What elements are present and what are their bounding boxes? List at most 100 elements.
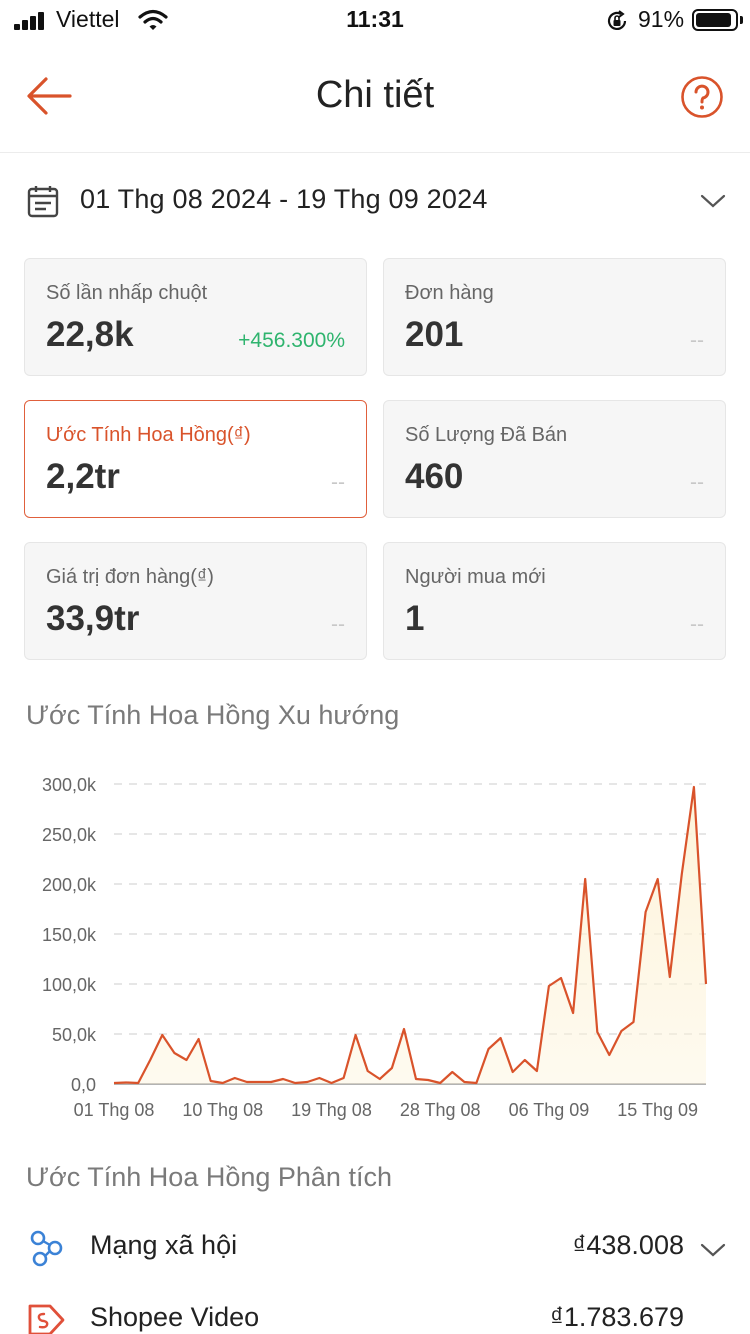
x-tick-label: 19 Thg 08	[291, 1100, 372, 1120]
battery-level	[696, 13, 731, 27]
metric-change: --	[331, 471, 345, 494]
date-range-label: 01 Thg 08 2024 - 19 Thg 09 2024	[80, 184, 488, 214]
data-point	[584, 878, 586, 880]
metric-value: 1	[405, 599, 425, 638]
data-point	[475, 1082, 477, 1084]
metric-card-orders[interactable]: Đơn hàng 201 --	[383, 258, 726, 376]
data-point	[294, 1082, 296, 1084]
analysis-row-social-network[interactable]: Mạng xã hội ₫438.008	[0, 1212, 750, 1282]
metric-label: Đơn hàng	[405, 282, 494, 304]
battery-nub	[740, 16, 743, 24]
data-point	[657, 878, 659, 880]
metric-value: 33,9tr	[46, 599, 140, 638]
metric-value: 22,8k	[46, 315, 134, 354]
data-point	[318, 1077, 320, 1079]
data-point	[354, 1034, 356, 1036]
data-point	[596, 1031, 598, 1033]
analysis-row-shopee-video[interactable]: Shopee Video ₫1.783.679	[0, 1284, 750, 1334]
data-point	[415, 1078, 417, 1080]
trend-line-chart[interactable]: 0,0 50,0k 100,0k 150,0k 200,0k 250,0k 300,0k 01…	[0, 760, 750, 1130]
metric-value: 2,2tr	[46, 457, 120, 496]
header: Chi tiết	[0, 40, 750, 153]
metric-card-new-buyers[interactable]: Người mua mới 1 --	[383, 542, 726, 660]
data-point	[608, 1054, 610, 1056]
y-tick-label: 150,0k	[42, 925, 97, 945]
data-point	[620, 1030, 622, 1032]
x-tick-label: 10 Thg 08	[182, 1100, 263, 1120]
data-point	[173, 1052, 175, 1054]
analysis-row-label: Mạng xã hội	[90, 1230, 238, 1260]
status-bar: Viettel 11:31 91%	[0, 0, 750, 40]
y-tick-label: 300,0k	[42, 775, 97, 795]
data-point	[572, 1012, 574, 1014]
metric-label: Ước Tính Hoa Hồng(₫)	[46, 424, 251, 446]
wifi-icon	[138, 9, 168, 30]
data-point	[282, 1078, 284, 1080]
data-point	[379, 1078, 381, 1080]
metric-change: +456.300%	[238, 329, 345, 352]
cellular-signal-icon	[14, 12, 48, 30]
x-tick-label: 06 Thg 09	[509, 1100, 590, 1120]
data-point	[403, 1028, 405, 1030]
metric-card-order-value[interactable]: Giá trị đơn hàng(₫) 33,9tr --	[24, 542, 367, 660]
data-point	[342, 1077, 344, 1079]
data-point	[632, 1021, 634, 1023]
data-point	[524, 1059, 526, 1061]
series-line	[113, 785, 708, 1085]
y-tick-label: 0,0	[71, 1075, 96, 1095]
metric-change: --	[690, 471, 704, 494]
metric-change: --	[690, 329, 704, 352]
help-icon[interactable]	[680, 75, 724, 119]
data-point	[560, 977, 562, 979]
back-arrow-icon[interactable]	[26, 76, 72, 116]
data-point	[306, 1081, 308, 1083]
social-network-icon	[30, 1230, 63, 1267]
carrier-name: Viettel	[56, 6, 120, 32]
metric-value: 460	[405, 457, 464, 496]
analysis-row-label: Shopee Video	[90, 1302, 260, 1332]
metric-card-estimated-commission[interactable]: Ước Tính Hoa Hồng(₫) 2,2tr --	[24, 400, 367, 518]
data-point	[451, 1071, 453, 1073]
data-point	[197, 1038, 199, 1040]
metric-label: Số Lượng Đã Bán	[405, 424, 568, 446]
trend-section-title: Ước Tính Hoa Hồng Xu hướng	[26, 700, 400, 730]
data-point	[234, 1077, 236, 1079]
data-point	[536, 1070, 538, 1072]
calendar-icon	[27, 186, 59, 218]
date-filter[interactable]: 01 Thg 08 2024 - 19 Thg 09 2024	[0, 160, 750, 242]
data-point	[161, 1034, 163, 1036]
data-point	[210, 1080, 212, 1082]
y-tick-label: 200,0k	[42, 875, 97, 895]
analysis-row-value: ₫438.008	[572, 1230, 684, 1260]
chevron-down-icon[interactable]	[700, 1242, 726, 1258]
data-point	[258, 1081, 260, 1083]
metric-change: --	[690, 613, 704, 636]
data-point	[137, 1082, 139, 1084]
data-point	[669, 976, 671, 978]
data-point	[499, 1037, 501, 1039]
metric-label: Số lần nhấp chuột	[46, 282, 208, 304]
data-point	[185, 1059, 187, 1061]
metric-label: Người mua mới	[405, 566, 546, 588]
y-tick-label: 250,0k	[42, 825, 97, 845]
data-point	[367, 1070, 369, 1072]
data-point	[463, 1081, 465, 1083]
data-point	[439, 1082, 441, 1084]
metric-card-clicks[interactable]: Số lần nhấp chuột 22,8k +456.300%	[24, 258, 367, 376]
data-point	[512, 1071, 514, 1073]
data-point	[681, 873, 683, 875]
data-point	[125, 1081, 127, 1083]
analysis-section-title: Ước Tính Hoa Hồng Phân tích	[26, 1162, 392, 1192]
clock: 11:31	[346, 6, 404, 32]
battery-percent: 91%	[638, 6, 685, 32]
battery-icon	[692, 9, 738, 31]
data-point	[222, 1082, 224, 1084]
metric-card-items-sold[interactable]: Số Lượng Đã Bán 460 --	[383, 400, 726, 518]
series-area	[114, 787, 706, 1084]
metric-change: --	[331, 613, 345, 636]
x-tick-label: 28 Thg 08	[400, 1100, 481, 1120]
data-point	[330, 1082, 332, 1084]
metric-value: 201	[405, 315, 464, 354]
chevron-down-icon[interactable]	[700, 193, 726, 209]
data-point	[246, 1081, 248, 1083]
